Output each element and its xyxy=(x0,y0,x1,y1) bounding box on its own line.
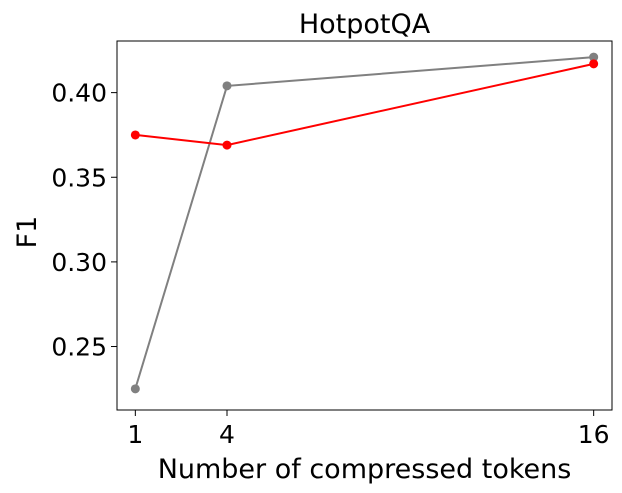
series-layer xyxy=(130,52,599,394)
chart-title: HotpotQA xyxy=(299,9,431,40)
data-point xyxy=(130,130,140,140)
y-tick-label: 0.30 xyxy=(51,248,107,277)
x-tick-label: 1 xyxy=(127,420,143,449)
x-axis-label: Number of compressed tokens xyxy=(158,454,572,485)
plot-frame xyxy=(116,40,613,411)
data-point xyxy=(222,81,232,91)
y-tick-label: 0.40 xyxy=(51,79,107,108)
series-line-1 xyxy=(134,56,594,390)
data-point xyxy=(589,52,599,62)
x-axis: 1 4 16 xyxy=(127,410,610,449)
y-axis: 0.25 0.30 0.35 0.40 xyxy=(51,79,117,362)
data-point xyxy=(589,59,599,69)
x-tick-label: 16 xyxy=(578,420,610,449)
x-tick-label: 4 xyxy=(219,420,235,449)
data-point xyxy=(222,140,232,150)
y-tick-label: 0.35 xyxy=(51,163,107,192)
y-tick-label: 0.25 xyxy=(51,333,107,362)
y-axis-label: F1 xyxy=(12,216,43,249)
data-point xyxy=(130,384,140,394)
